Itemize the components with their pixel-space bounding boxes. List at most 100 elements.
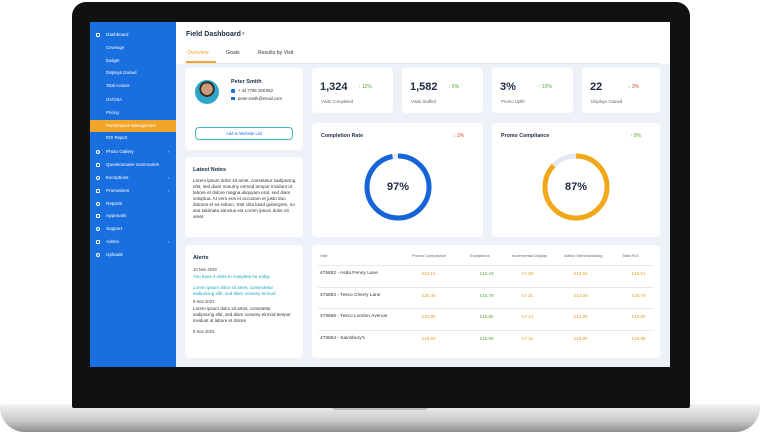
nav-item[interactable]: Uploads (106, 252, 123, 258)
nav-icon (96, 214, 100, 219)
kpi-label: Visits Staffed (411, 99, 436, 104)
kpi-label: Visits Completed (321, 99, 354, 104)
visit-table: Visit Promo Compliance Exceptions Increment… (312, 245, 660, 358)
page-title: Field Dashboard (186, 31, 241, 38)
gauge-label: 87% (565, 181, 587, 193)
table-cell: £10.43 (480, 271, 494, 276)
alert-text: You have 4 visits to complete for today (193, 274, 270, 279)
kpi-value: 3% (500, 81, 516, 93)
kpi-card: 1,582 ↑ 6% Visits Staffed (402, 68, 483, 113)
nav-item[interactable]: Dashboard (106, 32, 129, 37)
header-bar (176, 22, 670, 64)
table-cell: £15.80 (632, 314, 646, 319)
nav-icon (96, 149, 100, 154)
visit-name: 479854 - Sainsbury's (320, 335, 365, 341)
table-cell: £24.80 (422, 314, 436, 319)
kpi-card: 1,324 ↑ 12% Visits Completed (312, 68, 393, 113)
tab[interactable]: Goals (226, 50, 240, 56)
nav-subitem[interactable]: ROI Report (106, 135, 128, 141)
table-cell: £15.51 (632, 271, 646, 276)
gauge-card: Completion Rate ↓ 3% 97% (312, 123, 483, 237)
kpi-value: 1,324 (320, 81, 348, 93)
notes-text: Lorem ipsum dolor sit amet, consetetur s… (193, 178, 296, 219)
gauge: 87% (542, 153, 610, 221)
nav-item[interactable]: Approvals (106, 213, 127, 219)
alerts-card: Alerts 10 Nov 2023 You have 4 visits to c… (185, 245, 303, 358)
table-cell: £15.99 (632, 335, 646, 341)
alert-text: Lorem ipsum dolor sit amet, consectetur … (193, 285, 276, 296)
nav-subitem[interactable]: Coverage (106, 45, 125, 50)
nav-icon (96, 188, 100, 193)
table-header: Adhoc Merchandising (564, 253, 603, 258)
table-cell: £7.29 (522, 271, 533, 276)
alert-date: 9 Nov 2023 (193, 329, 215, 334)
table-header: Incremental Display (512, 253, 548, 258)
phone-icon (231, 89, 235, 93)
nav-item[interactable]: Reports (106, 200, 123, 206)
nav-subitem[interactable]: OA/OSA (106, 97, 123, 103)
gauge-arc (542, 153, 610, 221)
gauge-title: Completion Rate (321, 133, 364, 139)
title-caret: ▾ (242, 31, 245, 37)
tab[interactable]: Results by Visit (258, 50, 294, 56)
table-cell: £7.14 (522, 314, 533, 319)
notes-card: Latest Notes Lorem ipsum dolor sit amet,… (185, 157, 303, 237)
table-cell: £7.15 (522, 335, 533, 341)
gauge-card: Promo Compliance ↑ 8% 87% (492, 123, 660, 237)
nav-subitem[interactable]: Budget (106, 57, 120, 63)
kpi-value: 22 (590, 81, 603, 93)
profile-email: peter.smith@email.com (238, 96, 282, 101)
nav-item[interactable]: Admin (106, 239, 120, 245)
table-divider (318, 286, 654, 288)
table-cell: £7.31 (522, 292, 533, 298)
nav-item[interactable]: Questionnaire Summaries (106, 161, 160, 167)
table-cell: £15.60 (422, 335, 436, 341)
nav-subitem[interactable]: Performance Management (106, 122, 156, 128)
kpi-change: ↑ 6% (448, 84, 460, 90)
tab-underline (186, 61, 216, 63)
kpi-label: Promo Uplift (501, 99, 525, 104)
add-button[interactable]: Add to Website List (195, 127, 293, 140)
sidebar: Dashboard Coverage Budget Displays Gained To… (90, 22, 176, 367)
nav-item[interactable]: Promotions (106, 187, 130, 193)
table-header: Visit (320, 253, 328, 258)
nav-chevron: › (168, 187, 170, 193)
tabs-divider (186, 63, 660, 64)
visit-name: 475852 - Asda Penny Lane (320, 271, 378, 276)
alert-date: 9 Nov 2023 (193, 299, 215, 304)
visit-name: 475853 - Tesco Cherry Lane (320, 292, 381, 298)
kpi-card: 3% ↑ 10% Promo Uplift (492, 68, 573, 113)
visit-name: 479856 - Tesco London Avenue (320, 314, 388, 319)
nav-icon (96, 201, 100, 206)
table-cell: £15.80 (574, 335, 588, 341)
table-header: Total ROI (622, 253, 639, 258)
nav-item[interactable]: Photo Gallery (106, 148, 134, 154)
alert-text: Lorem ipsum dolor sit amet, consetetur s… (193, 306, 291, 323)
kpi-card: 22 ↓ 3% Displays Gained (582, 68, 660, 113)
tab[interactable]: Overview (187, 50, 209, 56)
table-cell: £15.80 (480, 314, 494, 319)
table-cell: £15.99 (480, 335, 494, 341)
nav-chevron: › (168, 148, 170, 154)
nav-icon (96, 253, 100, 258)
table-cell: £25.40 (422, 292, 436, 298)
kpi-change: ↑ 12% (358, 84, 372, 90)
alert-date: 10 Nov 2023 (193, 267, 217, 272)
gauge: 97% (364, 153, 431, 221)
table-cell: £12.50 (574, 292, 588, 298)
nav-subitem[interactable]: Displays Gained (106, 70, 137, 76)
nav-item[interactable]: Support (106, 226, 123, 232)
nav-item[interactable]: Exceptions (106, 174, 129, 180)
nav-icon (96, 227, 100, 232)
table-header: Exceptions (470, 253, 490, 258)
gauge-label: 97% (386, 181, 408, 193)
gauge-change: ↓ 3% (453, 133, 465, 139)
kpi-label: Displays Gained (591, 99, 623, 104)
notes-title: Latest Notes (193, 167, 227, 173)
alerts-title: Alerts (193, 255, 209, 261)
table-cell: £12.86 (574, 314, 588, 319)
profile-phone: + 44 7766 258 852 (238, 88, 274, 93)
nav-subitem[interactable]: Pricing (106, 109, 119, 115)
nav-subitem[interactable]: Total Actions (106, 83, 130, 89)
